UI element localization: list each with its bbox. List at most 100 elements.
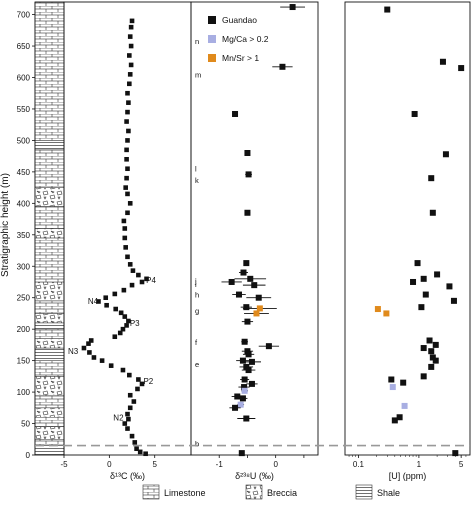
zone-letter: e [195,360,199,369]
d13c-point [126,100,131,105]
y-tick-label: 400 [17,199,31,208]
lithology-bed-limestone [34,328,65,339]
x-tick-label: 0 [273,460,278,469]
d13c-point [103,295,109,301]
d238u-point-guandao [247,275,254,282]
uranium-point-guandao [428,348,435,355]
d13c-point [117,330,123,336]
d238u-point-guandao [238,450,245,457]
uranium-point-guandao [429,209,436,216]
uranium-point-guandao [432,357,439,364]
d13c-point [129,18,135,24]
uranium-point-guandao [450,297,457,304]
legend-label: Mg/Ca > 0.2 [222,34,269,44]
y-tick-label: 300 [17,262,31,271]
x-tick-label: 1 [417,460,422,469]
uranium-point-mnsr [374,306,381,313]
d238u-point-guandao [248,358,255,365]
uranium-point-guandao [420,373,427,380]
uranium-point-guandao [388,376,395,383]
zone-letter: k [195,176,199,185]
d13c-point [128,24,134,30]
d238u-point-guandao [239,395,246,402]
d238u-point-guandao [245,351,252,358]
d238u-point-guandao [239,357,246,364]
panel-frame [63,1,192,456]
d238u-point-guandao [232,110,239,117]
d13c-point [132,440,138,445]
d238u-point-guandao [241,384,248,391]
d13c-point [96,299,101,304]
legend-swatch-mgca [208,35,216,43]
x-tick-label: -1 [216,460,224,469]
legend-label: Guandao [222,15,257,25]
d13c-point [122,314,128,319]
uranium-point-guandao [422,291,429,298]
uranium-point-guandao [439,58,446,65]
d13c-point [125,411,130,417]
d13c-point [130,268,136,273]
zone-letter: f [195,338,198,347]
d13c-point [122,226,128,231]
d13c-point [124,147,129,153]
lithology-bed-limestone [34,206,65,229]
d13c-point [125,191,130,197]
uranium-point-guandao [434,271,441,278]
uranium-point-guandao [420,275,427,282]
lithology-bed-breccia [34,376,65,396]
uranium-point-guandao [426,337,433,344]
uranium-point-guandao [411,110,418,117]
d238u-point-guandao [228,278,235,285]
d13c-point [123,185,128,190]
excursion-label: P2 [143,377,153,386]
d13c-point [139,279,145,285]
d13c-point [112,334,118,340]
d13c-point [125,254,130,260]
uranium-point-guandao [410,278,417,285]
lithology-legend: Limestone Breccia Shale [142,484,400,500]
uranium-point-guandao [452,450,459,457]
d238u-point-guandao [244,209,251,216]
lithology-bed-limestone [34,237,65,283]
uranium-panel: 0.1 1 5 [U] (ppm) [344,1,471,481]
lithology-legend-label: Breccia [267,488,297,498]
d238u-point-guandao [255,294,262,301]
zone-letter: n [195,37,199,46]
d13c-point [125,138,130,143]
lithology-legend-swatch [245,484,263,500]
d13c-point [120,367,126,373]
d13c-point [121,287,127,293]
x-tick-label: 0.1 [353,460,365,469]
excursion-label: N2 [113,413,124,422]
lithology-legend-label: Shale [377,488,400,498]
y-tick-label: 550 [17,105,31,114]
excursion-label: P4 [146,276,156,285]
y-tick-label: 450 [17,168,31,177]
d13c-point [104,302,109,308]
lithology-bed-limestone [34,394,65,409]
d13c-point [112,291,118,297]
d13c-point [124,156,129,162]
d13c-point [126,416,131,422]
d13c-point [139,381,145,387]
d238u-point-guandao [245,171,252,178]
d13c-point [125,426,130,431]
lithology-bed-shale [34,322,65,330]
excursion-label: P3 [130,319,140,328]
d13c-point [127,405,133,411]
d13c-point [118,310,124,316]
d13c-point [143,451,148,457]
d13c-point [135,386,140,392]
d13c-point [127,201,133,206]
d13c-point [131,399,137,404]
d13c-point [126,128,131,134]
d13c-point [127,72,133,77]
d238u-point-mnsr [256,305,263,312]
d13c-point [127,372,132,378]
x-axis-label: [U] (ppm) [389,471,427,481]
uranium-point-mnsr [383,310,390,317]
zone-letter: h [195,291,199,300]
d13c-point [125,109,130,115]
